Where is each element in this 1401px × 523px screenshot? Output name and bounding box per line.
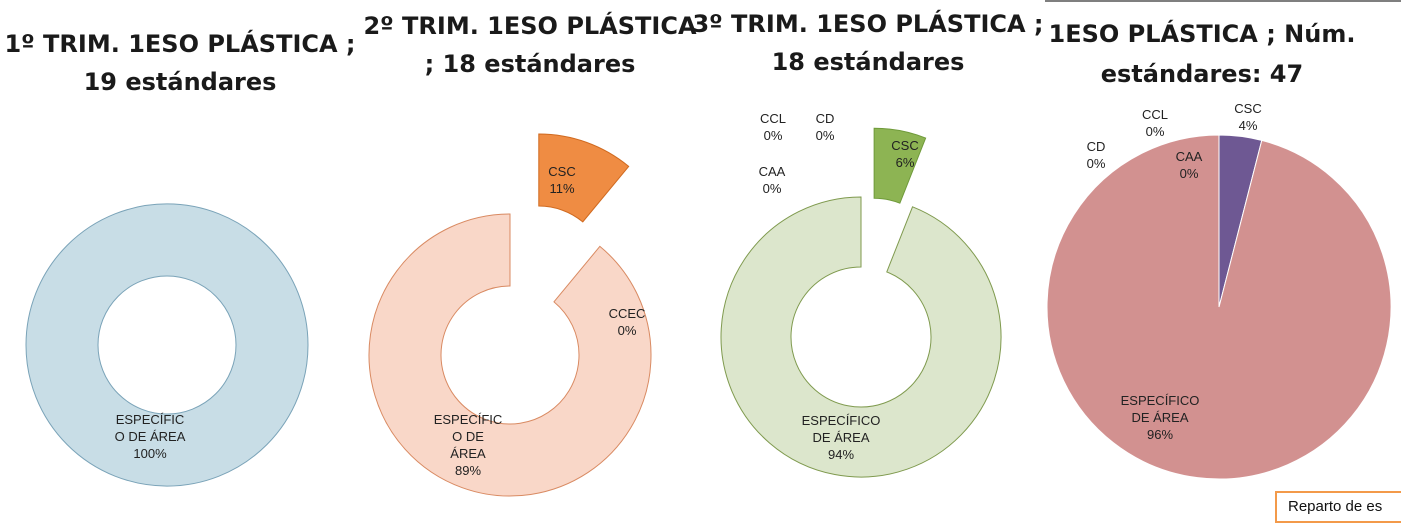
chart-1-slice-especifico-de-area <box>25 203 309 487</box>
chart-2-slice-csc <box>538 133 630 223</box>
chart-4-slice-especifico-de-area <box>1046 134 1392 480</box>
chart-3-label-caa: CAA 0% <box>759 164 786 196</box>
chart-4-label-csc: CSC 4% <box>1234 101 1261 133</box>
chart-2-slice-especifico-de-area <box>368 213 652 497</box>
chart-2-label-especifico-de-area: ESPECÍFIC O DE ÁREA 89% <box>434 412 503 478</box>
chart-4-label-ccl: CCL 0% <box>1142 107 1168 139</box>
chart-2-title-line-1: 2º TRIM. 1ESO PLÁSTICA <box>363 11 697 40</box>
top-border-line <box>1045 0 1401 2</box>
chart-3-title-line-2: 18 estándares <box>772 48 965 76</box>
chart-2-label-csc: CSC 11% <box>548 164 575 196</box>
chart-3-title-line-1: 3º TRIM. 1ESO PLÁSTICA ; <box>692 9 1043 38</box>
chart-3-label-ccl: CCL 0% <box>760 111 786 143</box>
chart-4-label-cd: CD 0% <box>1087 139 1106 171</box>
chart-4-label-especifico-de-area: ESPECÍFICO DE ÁREA 96% <box>1121 393 1200 442</box>
chart-3-label-especifico-de-area: ESPECÍFICO DE ÁREA 94% <box>802 413 881 462</box>
chart-4: 1ESO PLÁSTICA ; Núm. estándares: 47 CSC 4% E… <box>1046 19 1392 480</box>
chart-1-label-especifico-de-area: ESPECÍFIC O DE ÁREA 100% <box>115 412 186 461</box>
chart-1-title-line-2: 19 estándares <box>84 68 277 96</box>
chart-3-slice-csc <box>873 127 927 204</box>
chart-3: 3º TRIM. 1ESO PLÁSTICA ; 18 estándares CSC… <box>692 9 1044 478</box>
callout-box: Reparto de es <box>1275 491 1401 523</box>
chart-3-label-cd: CD 0% <box>816 111 835 143</box>
chart-4-label-caa: CAA 0% <box>1176 149 1203 181</box>
chart-1-title-line-1: 1º TRIM. 1ESO PLÁSTICA ; <box>4 29 355 58</box>
chart-2: 2º TRIM. 1ESO PLÁSTICA ; 18 estándares CSC… <box>363 11 697 497</box>
chart-1: 1º TRIM. 1ESO PLÁSTICA ; 19 estándares ESP… <box>4 29 356 487</box>
chart-2-label-ccec: CCEC 0% <box>609 306 646 338</box>
chart-4-title-line-1: 1ESO PLÁSTICA ; Núm. <box>1049 19 1356 48</box>
chart-3-label-csc: CSC 6% <box>891 138 918 170</box>
chart-4-title-line-2: estándares: 47 <box>1101 60 1303 88</box>
chart-2-title-line-2: ; 18 estándares <box>425 50 636 78</box>
chart-3-slice-especifico-de-area <box>720 196 1002 478</box>
